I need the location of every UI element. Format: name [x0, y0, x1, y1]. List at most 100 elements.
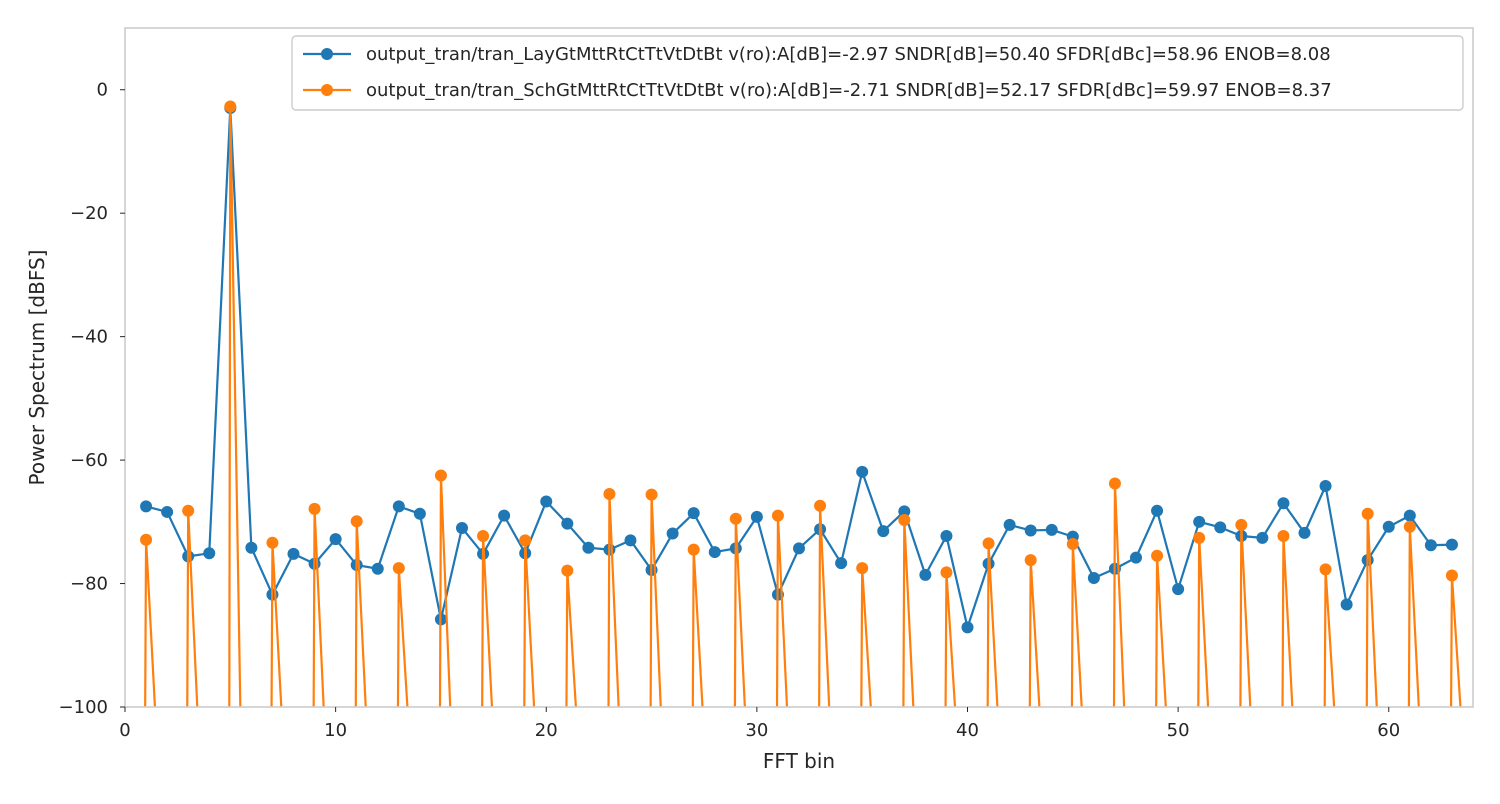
y-axis-label: Power Spectrum [dBFS]: [25, 250, 49, 486]
data-point: [1403, 520, 1416, 533]
data-point: [940, 530, 953, 543]
y-tick-label: −100: [59, 697, 108, 718]
data-point: [645, 488, 658, 501]
data-point: [1172, 583, 1185, 596]
data-point: [456, 521, 468, 534]
y-tick-label: −20: [70, 203, 108, 224]
series-2: [140, 100, 1462, 707]
data-point: [1277, 530, 1290, 543]
data-point: [329, 533, 342, 546]
data-point: [266, 536, 279, 549]
legend-item: output_tran/tran_LayGtMttRtCtTtVtDtBt v(…: [303, 44, 1331, 65]
data-point: [1193, 531, 1206, 544]
data-point: [877, 525, 890, 538]
data-point: [182, 504, 195, 517]
data-point: [1361, 507, 1374, 520]
legend-marker: [321, 84, 333, 96]
data-point: [1087, 571, 1100, 584]
x-axis: 0 10 20 30 40 50 60: [119, 707, 1400, 741]
data-point: [898, 505, 911, 518]
series-line-2: [144, 105, 1462, 707]
y-tick-label: 0: [97, 80, 108, 101]
data-point: [498, 509, 511, 522]
x-tick-label: 10: [324, 720, 347, 741]
x-tick-label: 50: [1167, 720, 1190, 741]
data-point: [392, 500, 405, 513]
legend-item: output_tran/tran_SchGtMttRtCtTtVtDtBt v(…: [303, 80, 1332, 101]
x-tick-label: 20: [535, 720, 558, 741]
legend: output_tran/tran_LayGtMttRtCtTtVtDtBt v(…: [291, 35, 1464, 111]
y-tick-label: −40: [70, 327, 108, 348]
data-point: [624, 534, 637, 547]
data-point: [582, 541, 595, 554]
data-point: [224, 100, 237, 113]
data-point: [835, 557, 848, 570]
legend-marker: [321, 48, 333, 60]
y-tick-label: −80: [70, 574, 108, 595]
data-point: [1024, 524, 1037, 537]
data-point: [413, 507, 426, 520]
y-axis: 0 −20 −40 −60 −80 −100: [59, 80, 125, 718]
data-point: [1045, 523, 1058, 536]
data-point: [1319, 563, 1332, 576]
data-point: [434, 469, 447, 482]
data-point: [1445, 569, 1458, 582]
x-tick-label: 0: [119, 720, 130, 741]
data-point: [1403, 509, 1416, 522]
data-point: [1024, 554, 1037, 567]
data-point: [1235, 518, 1248, 531]
data-point: [708, 546, 721, 559]
data-point: [203, 547, 216, 560]
data-point: [392, 562, 405, 575]
data-point: [856, 465, 869, 478]
data-point: [687, 543, 700, 556]
data-point: [1214, 521, 1227, 534]
data-point: [1066, 538, 1079, 551]
data-point: [1151, 504, 1164, 517]
data-point: [371, 562, 384, 575]
data-point: [1003, 518, 1016, 531]
data-point: [561, 517, 574, 530]
data-point: [245, 541, 258, 554]
data-point: [919, 568, 932, 581]
data-point: [687, 507, 700, 520]
plot-frame: [124, 27, 1474, 708]
data-point: [1193, 515, 1206, 528]
data-point: [898, 513, 911, 526]
x-tick-label: 30: [745, 720, 768, 741]
data-point: [1298, 526, 1311, 539]
data-point: [666, 527, 679, 540]
data-point: [1424, 539, 1437, 552]
plot-area: [140, 100, 1462, 707]
data-point: [793, 542, 805, 555]
data-point: [940, 566, 953, 579]
data-point: [1151, 549, 1164, 562]
data-point: [814, 499, 827, 512]
data-point: [161, 505, 174, 518]
data-point: [1445, 538, 1458, 551]
data-point: [603, 488, 616, 501]
data-point: [477, 530, 490, 543]
data-point: [140, 500, 153, 513]
data-point: [982, 537, 995, 550]
data-point: [1382, 520, 1395, 533]
data-point: [771, 509, 784, 522]
x-tick-label: 40: [956, 720, 979, 741]
data-point: [519, 534, 532, 547]
data-point: [561, 564, 574, 577]
data-point: [140, 533, 153, 546]
data-point: [287, 547, 300, 560]
data-point: [308, 502, 321, 515]
data-point: [350, 515, 363, 528]
data-point: [750, 510, 763, 523]
x-tick-label: 60: [1377, 720, 1400, 741]
data-point: [1319, 480, 1332, 493]
series-1: [140, 102, 1458, 634]
data-point: [1108, 477, 1121, 490]
y-tick-label: −60: [70, 450, 108, 471]
data-point: [1277, 497, 1290, 510]
data-point: [1130, 551, 1142, 564]
data-point: [856, 562, 869, 575]
